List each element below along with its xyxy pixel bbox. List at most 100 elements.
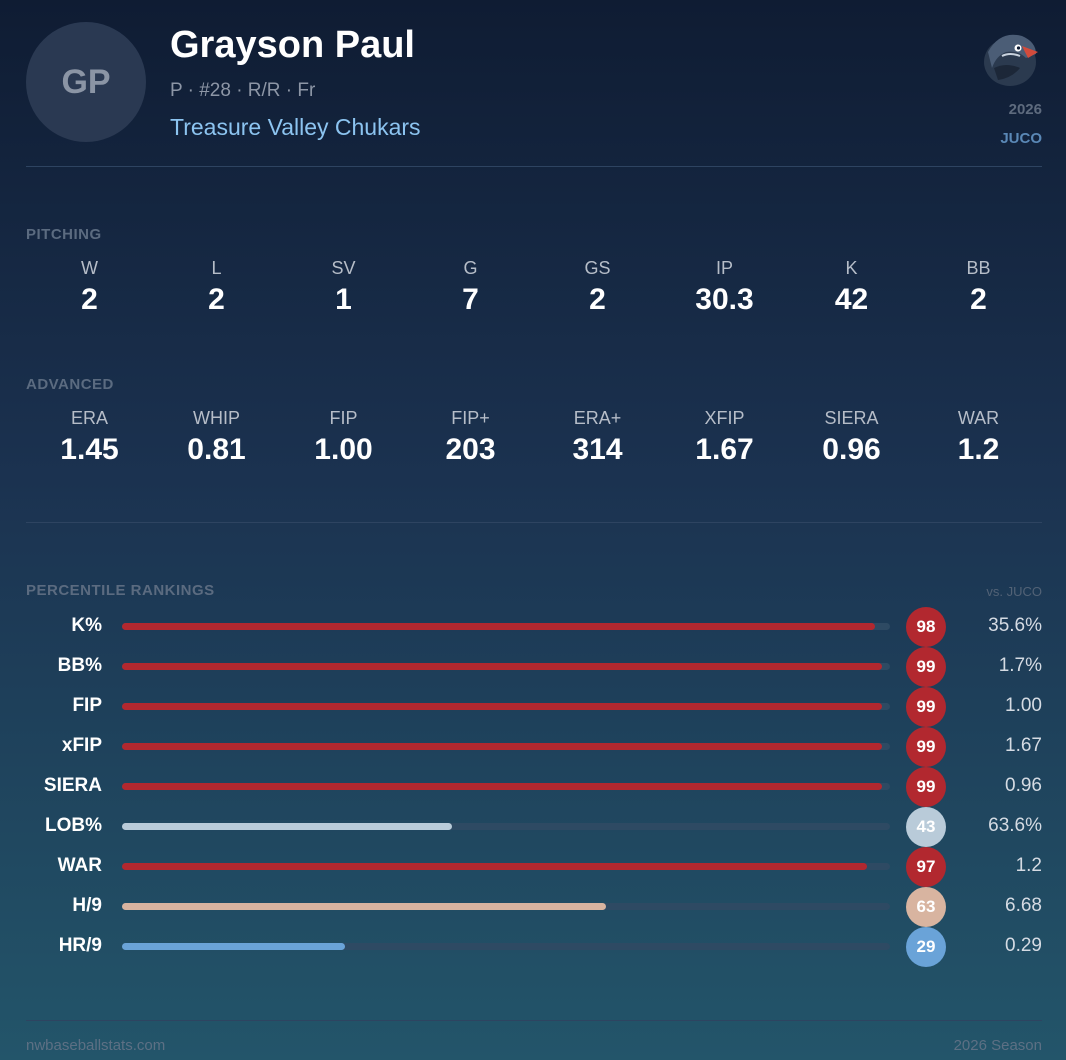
percentile-bar [122,663,882,670]
stat-label: G [463,258,478,278]
percentile-value: 0.29 [1005,935,1042,956]
percentile-label: FIP [72,695,102,716]
chukar-bird-logo-icon [984,34,1038,86]
stat-value: 0.81 [187,433,246,466]
stat-label: SIERA [824,408,879,428]
percentile-track [122,663,890,670]
comparison-label: vs. JUCO [986,584,1042,599]
stat-label: FIP+ [451,408,490,428]
percentile-section-label: PERCENTILE RANKINGS [26,582,215,599]
pitching-section-label: PITCHING [26,226,102,243]
stat-value: 1.67 [695,433,754,466]
season-year: 2026 [1008,101,1042,118]
stat-value: 7 [462,283,479,316]
percentile-label: xFIP [61,735,102,756]
percentile-value: 1.00 [1005,695,1042,716]
percentile-track [122,623,890,630]
percentile-value: 1.7% [998,655,1042,676]
stat-siera: SIERA 0.96 [788,406,915,470]
stat-value: 30.3 [695,283,754,316]
stat-era: ERA 1.45 [26,406,153,470]
team-name[interactable]: Treasure Valley Chukars [170,114,421,140]
league-level: JUCO [1000,130,1042,147]
percentile-label: H/9 [72,895,102,916]
stat-whip: WHIP 0.81 [153,406,280,470]
pitching-stats: W 2 L 2 SV 1 G 7 GS 2 IP 30.3 K 42 BB 2 [26,256,1042,320]
percentile-bar [122,783,882,790]
percentile-row-fip: FIP 99 1.00 [26,686,1042,727]
percentile-value: 35.6% [988,615,1042,636]
percentile-track [122,943,890,950]
percentile-row-war: WAR 97 1.2 [26,846,1042,887]
stat-war: WAR 1.2 [915,406,1042,470]
percentile-badge: 63 [906,887,946,927]
footer-season: 2026 Season [953,1037,1042,1054]
percentile-badge: 99 [906,727,946,767]
percentile-bar [122,823,452,830]
stat-label: XFIP [704,408,745,428]
divider [26,1020,1042,1021]
stat-k: K 42 [788,256,915,320]
stat-label: W [81,258,98,278]
stat-fip: FIP 1.00 [280,406,407,470]
percentile-bar [122,703,882,710]
percentile-label: BB% [57,655,102,676]
percentile-badge: 97 [906,847,946,887]
percentile-value: 0.96 [1005,775,1042,796]
advanced-section-label: ADVANCED [26,376,114,393]
stat-label: WAR [957,408,1000,428]
percentile-value: 1.2 [1015,855,1042,876]
percentile-value: 6.68 [1005,895,1042,916]
percentile-row-bb-: BB% 99 1.7% [26,646,1042,687]
stat-label: ERA [70,408,108,428]
percentile-row-xfip: xFIP 99 1.67 [26,726,1042,767]
percentile-row-h-9: H/9 63 6.68 [26,886,1042,927]
stat-value: 42 [834,283,869,316]
stat-value: 1.00 [314,433,373,466]
stat-era-: ERA+ 314 [534,406,661,470]
percentile-track [122,823,890,830]
stat-bb: BB 2 [915,256,1042,320]
percentile-label: K% [71,615,102,636]
percentile-label: HR/9 [58,935,102,956]
percentile-label: WAR [57,855,102,876]
percentile-badge: 29 [906,927,946,967]
player-meta: P · #28 · R/R · Fr [170,80,316,101]
percentile-track [122,783,890,790]
percentile-badge: 99 [906,647,946,687]
percentile-badge: 43 [906,807,946,847]
stat-label: BB [966,258,991,278]
percentile-track [122,903,890,910]
percentile-track [122,863,890,870]
stat-label: L [211,258,222,278]
percentile-badge: 99 [906,687,946,727]
percentile-bar [122,623,875,630]
footer-site[interactable]: nwbaseballstats.com [26,1037,166,1054]
percentile-bar [122,943,345,950]
stat-value: 0.96 [822,433,881,466]
percentile-bar [122,863,867,870]
stat-value: 1.45 [60,433,119,466]
percentile-value: 1.67 [1005,735,1042,756]
stat-label: FIP [329,408,358,428]
stat-label: SV [331,258,356,278]
stat-value: 1 [335,283,352,316]
stat-label: IP [715,258,733,278]
stat-gs: GS 2 [534,256,661,320]
advanced-stats: ERA 1.45 WHIP 0.81 FIP 1.00 FIP+ 203 ERA+ 314 XFIP… [26,406,1042,470]
divider [26,522,1042,523]
stat-value: 314 [572,433,623,466]
percentile-badge: 98 [906,607,946,647]
avatar: GP [26,22,146,142]
stat-label: GS [584,258,611,278]
percentile-value: 63.6% [988,815,1042,836]
percentile-label: LOB% [45,815,102,836]
stat-label: ERA+ [573,408,622,428]
stat-value: 2 [208,283,225,316]
stat-sv: SV 1 [280,256,407,320]
stat-value: 2 [81,283,98,316]
stat-value: 2 [970,283,987,316]
stat-value: 1.2 [957,433,1000,466]
